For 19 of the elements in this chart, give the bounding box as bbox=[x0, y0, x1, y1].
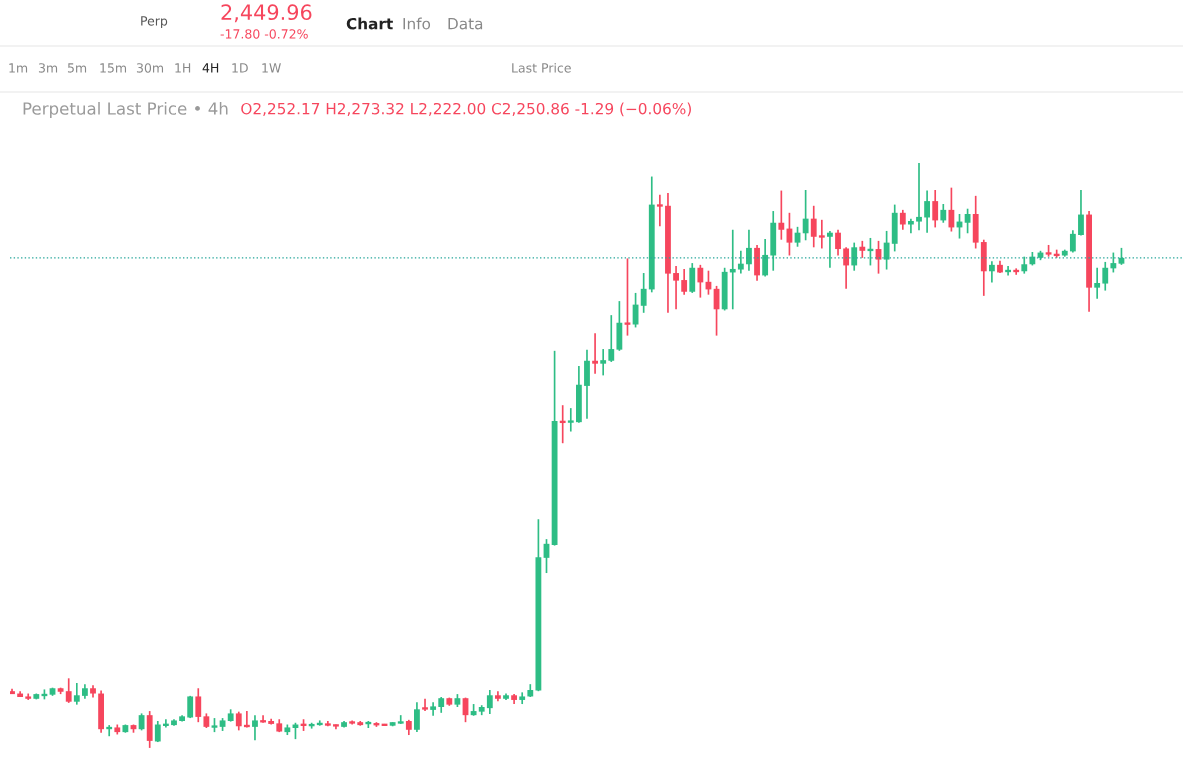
text: 3m bbox=[38, 63, 58, 73]
text: 1D bbox=[232, 63, 248, 73]
text: Chart bbox=[346, 17, 393, 30]
text: 1W bbox=[262, 63, 281, 73]
text: Perp bbox=[141, 16, 168, 29]
chart-title: Perpetual Last Price • 4h bbox=[23, 101, 228, 119]
text: -17.80 -0.72% bbox=[220, 29, 308, 39]
text: Info bbox=[403, 17, 431, 30]
candlestick bbox=[333, 723, 339, 731]
text: 4H bbox=[202, 63, 219, 73]
text: 5m bbox=[67, 63, 87, 73]
text: Data bbox=[448, 18, 483, 30]
text: 1H bbox=[175, 63, 191, 73]
text: 30m bbox=[136, 63, 164, 73]
text: 1m bbox=[9, 63, 28, 73]
text: 15m bbox=[100, 63, 127, 73]
text: 2,449.96 bbox=[221, 4, 312, 23]
text: Last Price bbox=[512, 62, 571, 73]
chart-subtitle: O2,252.17 H2,273.32 L2,222.00 C2,250.86 -1.29 (−0.06%) bbox=[241, 102, 691, 117]
